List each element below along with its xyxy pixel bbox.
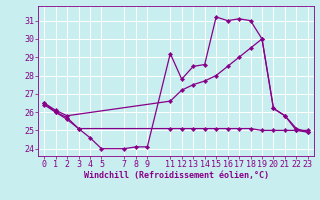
X-axis label: Windchill (Refroidissement éolien,°C): Windchill (Refroidissement éolien,°C) [84,171,268,180]
